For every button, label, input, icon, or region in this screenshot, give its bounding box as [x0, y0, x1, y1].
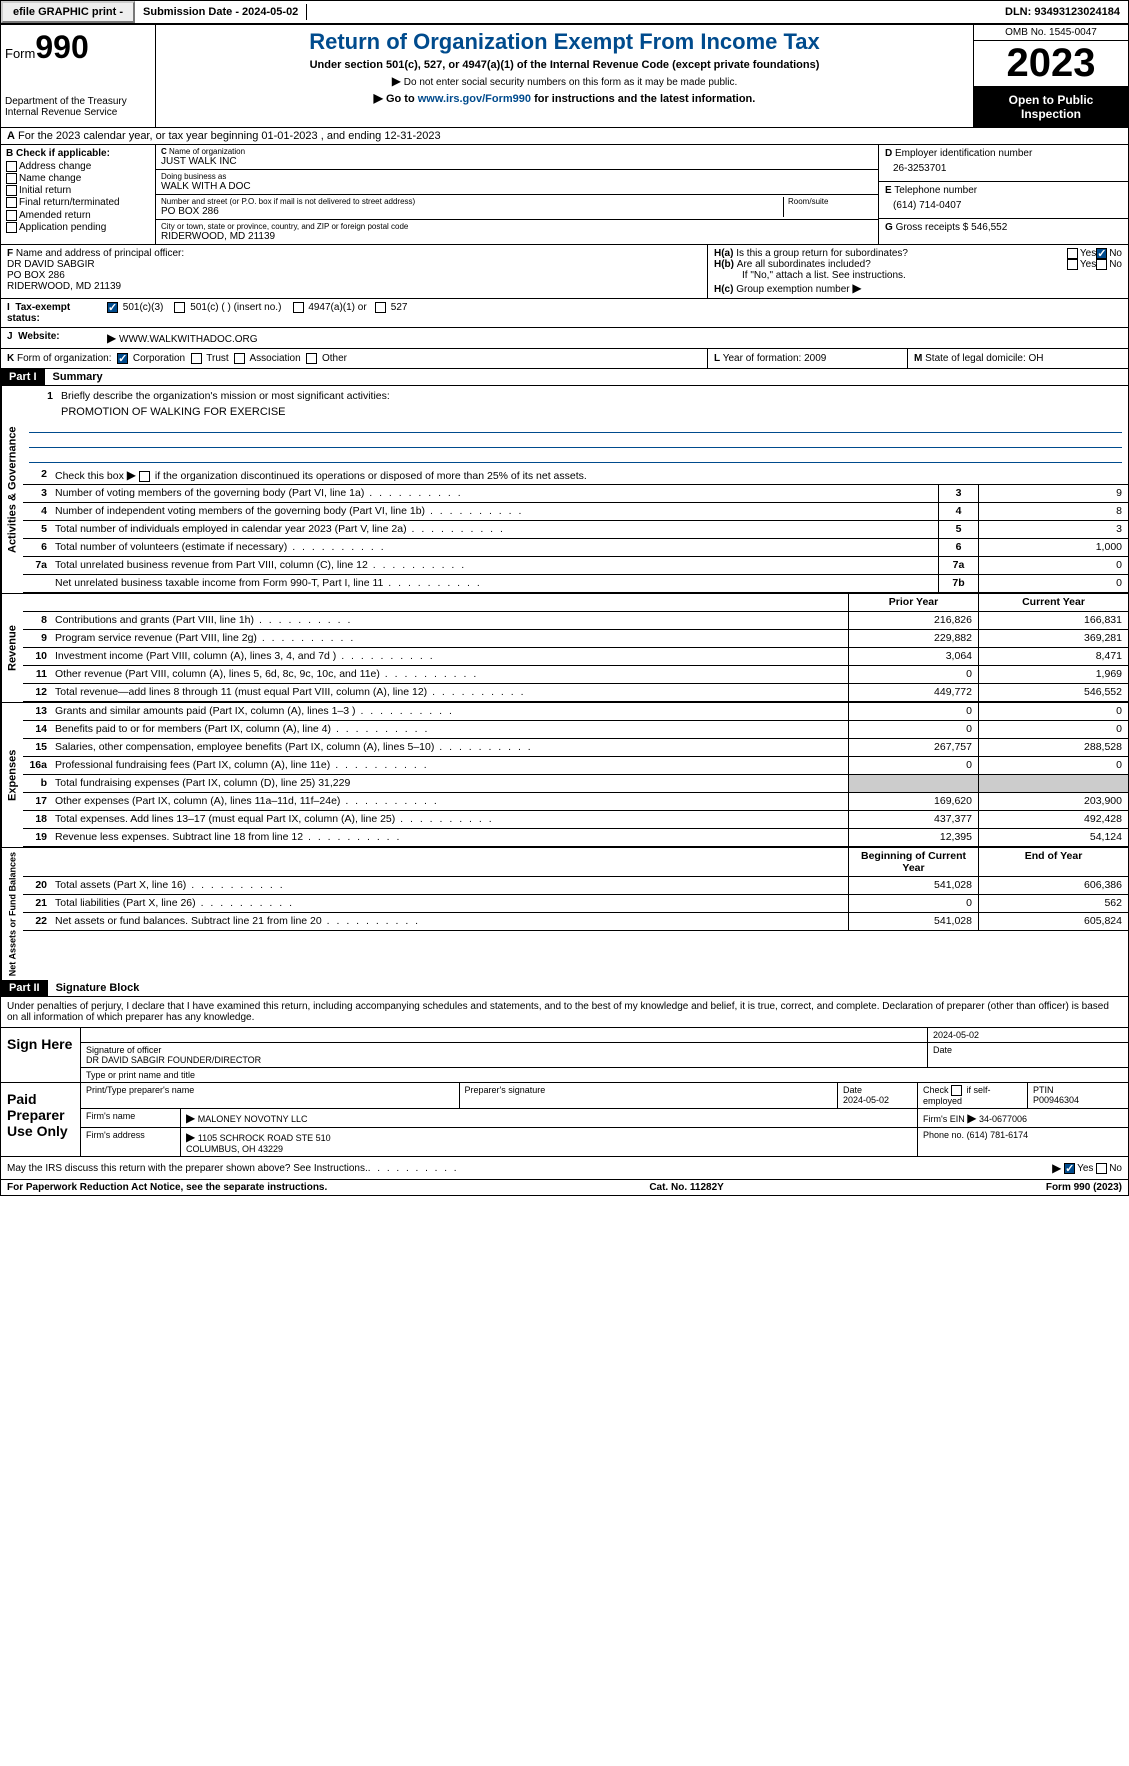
summary-line: 20Total assets (Part X, line 16)541,0286…	[23, 877, 1128, 895]
box-b: B Check if applicable: Address change Na…	[1, 145, 156, 244]
tax-year: 2023	[974, 41, 1128, 87]
summary-line: 22Net assets or fund balances. Subtract …	[23, 913, 1128, 931]
omb-number: OMB No. 1545-0047	[974, 25, 1128, 41]
cb-name-change[interactable]: Name change	[6, 173, 150, 184]
paid-preparer-label: Paid Preparer Use Only	[1, 1083, 81, 1156]
summary-line: 14Benefits paid to or for members (Part …	[23, 721, 1128, 739]
mission-text: PROMOTION OF WALKING FOR EXERCISE	[29, 406, 1122, 418]
ssn-note: ▶ Do not enter social security numbers o…	[160, 74, 969, 88]
part2-title: Signature Block	[48, 980, 148, 996]
summary-line: 12Total revenue—add lines 8 through 11 (…	[23, 684, 1128, 702]
discuss-yes[interactable]	[1064, 1163, 1075, 1174]
summary-line: Net unrelated business taxable income fr…	[23, 575, 1128, 593]
city-state-zip: RIDERWOOD, MD 21139	[161, 231, 873, 242]
box-l: L Year of formation: 2009	[708, 349, 908, 368]
goto-instructions: ▶ Go to www.irs.gov/Form990 for instruct…	[160, 91, 969, 105]
summary-line: 10Investment income (Part VIII, column (…	[23, 648, 1128, 666]
dept-treasury: Department of the Treasury Internal Reve…	[5, 96, 151, 118]
cb-final-return[interactable]: Final return/terminated	[6, 197, 150, 208]
tax-exempt-status: 501(c)(3) 501(c) ( ) (insert no.) 4947(a…	[101, 299, 1128, 327]
sign-date: 2024-05-02	[928, 1028, 1128, 1042]
self-employed-check[interactable]: Check if self-employed	[918, 1083, 1028, 1108]
box-m: M State of legal domicile: OH	[908, 349, 1128, 368]
form-title: Return of Organization Exempt From Incom…	[160, 29, 969, 55]
officer-signature: DR DAVID SABGIR FOUNDER/DIRECTOR	[86, 1055, 261, 1065]
website-url[interactable]: WWW.WALKWITHADOC.ORG	[119, 334, 258, 345]
street-address: PO BOX 286	[161, 206, 783, 217]
irs-link[interactable]: www.irs.gov/Form990	[418, 93, 531, 105]
summary-line: 13Grants and similar amounts paid (Part …	[23, 703, 1128, 721]
summary-line: 16aProfessional fundraising fees (Part I…	[23, 757, 1128, 775]
firm-phone: (614) 781-6174	[967, 1130, 1029, 1140]
summary-line: 11Other revenue (Part VIII, column (A), …	[23, 666, 1128, 684]
section-revenue: Revenue	[1, 594, 23, 702]
section-netassets: Net Assets or Fund Balances	[1, 848, 23, 980]
box-f: F Name and address of principal officer:…	[1, 245, 708, 298]
summary-line: 9Program service revenue (Part VIII, lin…	[23, 630, 1128, 648]
firm-ein: 34-0677006	[979, 1114, 1027, 1124]
box-d-e-g: D Employer identification number26-32537…	[878, 145, 1128, 244]
summary-line: bTotal fundraising expenses (Part IX, co…	[23, 775, 1128, 793]
open-public: Open to Public Inspection	[974, 87, 1128, 127]
firm-address: 1105 SCHROCK ROAD STE 510 COLUMBUS, OH 4…	[186, 1133, 331, 1154]
part2-header: Part II	[1, 980, 48, 996]
box-h: H(a) Is this a group return for subordin…	[708, 245, 1128, 298]
sign-here-label: Sign Here	[1, 1028, 81, 1082]
firm-name: MALONEY NOVOTNY LLC	[198, 1114, 308, 1124]
section-expenses: Expenses	[1, 703, 23, 847]
summary-line: 7aTotal unrelated business revenue from …	[23, 557, 1128, 575]
summary-line: 5Total number of individuals employed in…	[23, 521, 1128, 539]
prep-date: 2024-05-02	[843, 1095, 889, 1105]
section-governance: Activities & Governance	[1, 386, 23, 593]
form-number: Form990	[5, 29, 151, 66]
box-k: K Form of organization: Corporation Trus…	[1, 349, 708, 368]
summary-line: 8Contributions and grants (Part VIII, li…	[23, 612, 1128, 630]
summary-line: 17Other expenses (Part IX, column (A), l…	[23, 793, 1128, 811]
dln: DLN: 93493123024184	[997, 4, 1128, 20]
summary-line: 6Total number of volunteers (estimate if…	[23, 539, 1128, 557]
summary-line: 21Total liabilities (Part X, line 26)056…	[23, 895, 1128, 913]
cb-address-change[interactable]: Address change	[6, 161, 150, 172]
part1-header: Part I	[1, 369, 45, 385]
line-a-period: A For the 2023 calendar year, or tax yea…	[1, 128, 1128, 145]
box-c: C Name of organizationJUST WALK INC Doin…	[156, 145, 878, 244]
summary-line: 15Salaries, other compensation, employee…	[23, 739, 1128, 757]
discuss-no[interactable]	[1096, 1163, 1107, 1174]
perjury-statement: Under penalties of perjury, I declare th…	[1, 997, 1128, 1028]
form-990: Form990 Department of the Treasury Inter…	[0, 24, 1129, 1196]
efile-print-button[interactable]: efile GRAPHIC print -	[1, 1, 135, 23]
phone: (614) 714-0407	[885, 196, 1122, 215]
summary-line: 18Total expenses. Add lines 13–17 (must …	[23, 811, 1128, 829]
summary-line: 19Revenue less expenses. Subtract line 1…	[23, 829, 1128, 847]
cat-no: Cat. No. 11282Y	[649, 1182, 723, 1193]
part1-title: Summary	[45, 369, 111, 385]
paperwork-notice: For Paperwork Reduction Act Notice, see …	[7, 1182, 327, 1193]
form-subtitle: Under section 501(c), 527, or 4947(a)(1)…	[160, 59, 969, 71]
line-2: Check this box ▶ if the organization dis…	[51, 466, 1128, 484]
summary-line: 3Number of voting members of the governi…	[23, 485, 1128, 503]
form-footer: Form 990 (2023)	[1046, 1182, 1122, 1193]
gross-receipts: 546,552	[971, 222, 1007, 233]
officer-name: DR DAVID SABGIR	[7, 259, 95, 270]
top-toolbar: efile GRAPHIC print - Submission Date - …	[0, 0, 1129, 24]
org-name: JUST WALK INC	[161, 156, 873, 167]
ptin: P00946304	[1033, 1095, 1079, 1105]
cb-app-pending[interactable]: Application pending	[6, 222, 150, 233]
discuss-question: May the IRS discuss this return with the…	[7, 1163, 368, 1174]
cb-initial-return[interactable]: Initial return	[6, 185, 150, 196]
ein: 26-3253701	[885, 159, 1122, 178]
cb-amended[interactable]: Amended return	[6, 210, 150, 221]
submission-date: Submission Date - 2024-05-02	[135, 4, 307, 20]
dba: WALK WITH A DOC	[161, 181, 873, 192]
summary-line: 4Number of independent voting members of…	[23, 503, 1128, 521]
